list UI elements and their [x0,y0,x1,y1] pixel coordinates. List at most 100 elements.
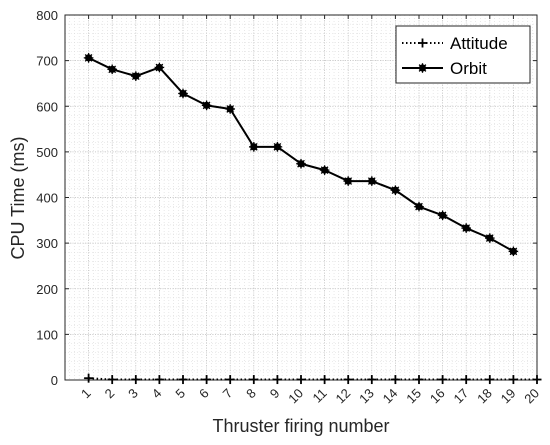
data-point-attitude [178,375,188,385]
star-marker-arm [155,63,164,72]
star-marker-arm [438,211,447,220]
legend-marker-orbit [417,63,428,73]
star-marker-arm [485,234,494,242]
series-layer [83,53,542,385]
data-point-orbit [461,223,471,233]
data-point-orbit [390,185,401,195]
x-tick-label: 12 [332,386,353,407]
legend-label-orbit: Orbit [450,59,487,78]
data-point-orbit [131,71,141,81]
data-point-attitude [367,375,377,385]
y-tick-label: 200 [36,282,58,297]
star-marker-arm [84,54,93,62]
x-tick-label: 7 [220,386,236,402]
star-marker-arm [108,65,117,74]
legend: Attitude Orbit [395,25,531,84]
star-marker-arm [202,101,211,110]
series-line-attitude [88,377,537,381]
x-tick-label: 9 [267,386,283,402]
data-point-attitude [508,375,518,385]
star-marker-arm [344,177,353,185]
x-axis-title: Thruster firing number [212,416,389,436]
x-tick-label: 15 [403,386,424,407]
data-point-attitude [296,375,306,385]
plus-marker [418,38,427,48]
star-marker-arm [391,186,400,195]
x-tick-label: 8 [243,386,259,402]
data-point-attitude [84,373,94,383]
star-marker-arm [226,105,235,113]
data-point-attitude [414,375,424,385]
data-point-attitude [202,375,212,385]
y-tick-label: 800 [36,8,58,23]
y-tick-label: 500 [36,145,58,160]
data-point-attitude [485,375,495,385]
data-point-attitude [131,375,141,385]
data-point-attitude [272,375,282,385]
x-tick-label: 11 [310,386,330,406]
x-tick-label: 6 [196,386,212,402]
star-marker-arm [509,247,518,256]
y-axis-title: CPU Time (ms) [8,137,28,260]
star-marker [417,63,428,73]
x-tick-label: 5 [172,386,188,402]
x-tick-label: 10 [285,386,306,407]
star-marker-arm [462,224,471,232]
y-tick-label: 300 [36,236,58,251]
star-marker-arm [367,177,376,185]
data-point-orbit [319,165,330,175]
data-point-attitude [225,375,235,385]
star-marker-arm [273,143,282,151]
data-point-orbit [437,210,448,221]
star-marker-arm [415,202,423,211]
x-tick-label: 2 [102,386,118,402]
data-point-orbit [225,104,235,114]
x-tick-label: 3 [125,386,141,402]
x-tick-label: 17 [450,386,471,407]
data-point-attitude [390,375,400,385]
data-point-orbit [414,201,424,212]
data-point-orbit [367,176,377,186]
data-point-orbit [249,142,259,152]
data-point-attitude [249,375,259,385]
data-point-attitude [532,375,542,385]
y-tick-label: 600 [36,99,58,114]
data-point-orbit [272,142,283,152]
minor-grid [64,14,538,381]
data-point-orbit [107,64,117,75]
data-point-attitude [343,375,353,385]
data-point-orbit [508,246,519,257]
data-point-orbit [343,176,353,186]
x-tick-label: 18 [474,386,495,407]
x-tick-label: 14 [380,386,401,407]
data-point-orbit [83,53,94,63]
x-tick-label: 13 [356,386,377,407]
data-point-attitude [461,375,471,385]
x-tick-label: 16 [427,386,448,407]
data-point-orbit [296,158,306,169]
legend-box [395,25,531,84]
star-marker-arm [131,72,140,80]
y-tick-label: 0 [51,373,58,388]
data-point-attitude [320,375,330,385]
legend-marker-attitude [418,38,427,48]
y-tick-label: 400 [36,191,58,206]
data-point-attitude [154,375,164,385]
y-tick-label: 700 [36,54,58,69]
x-tick-label: 1 [78,386,94,402]
star-marker-arm [418,64,427,72]
y-tick-label: 100 [36,327,58,342]
star-marker-arm [179,89,187,98]
data-point-orbit [201,100,212,111]
star-marker-arm [297,159,305,168]
star-marker-arm [320,166,329,174]
data-point-orbit [154,62,165,73]
data-point-attitude [438,375,448,385]
x-tick-label: 20 [521,386,542,407]
data-point-orbit [485,233,495,243]
data-point-attitude [107,375,117,385]
x-tick-label: 19 [498,386,519,407]
x-tick-label: 4 [149,386,165,402]
y-axis-ticks: 0 100 200 300 400 500 600 700 800 [36,8,537,388]
